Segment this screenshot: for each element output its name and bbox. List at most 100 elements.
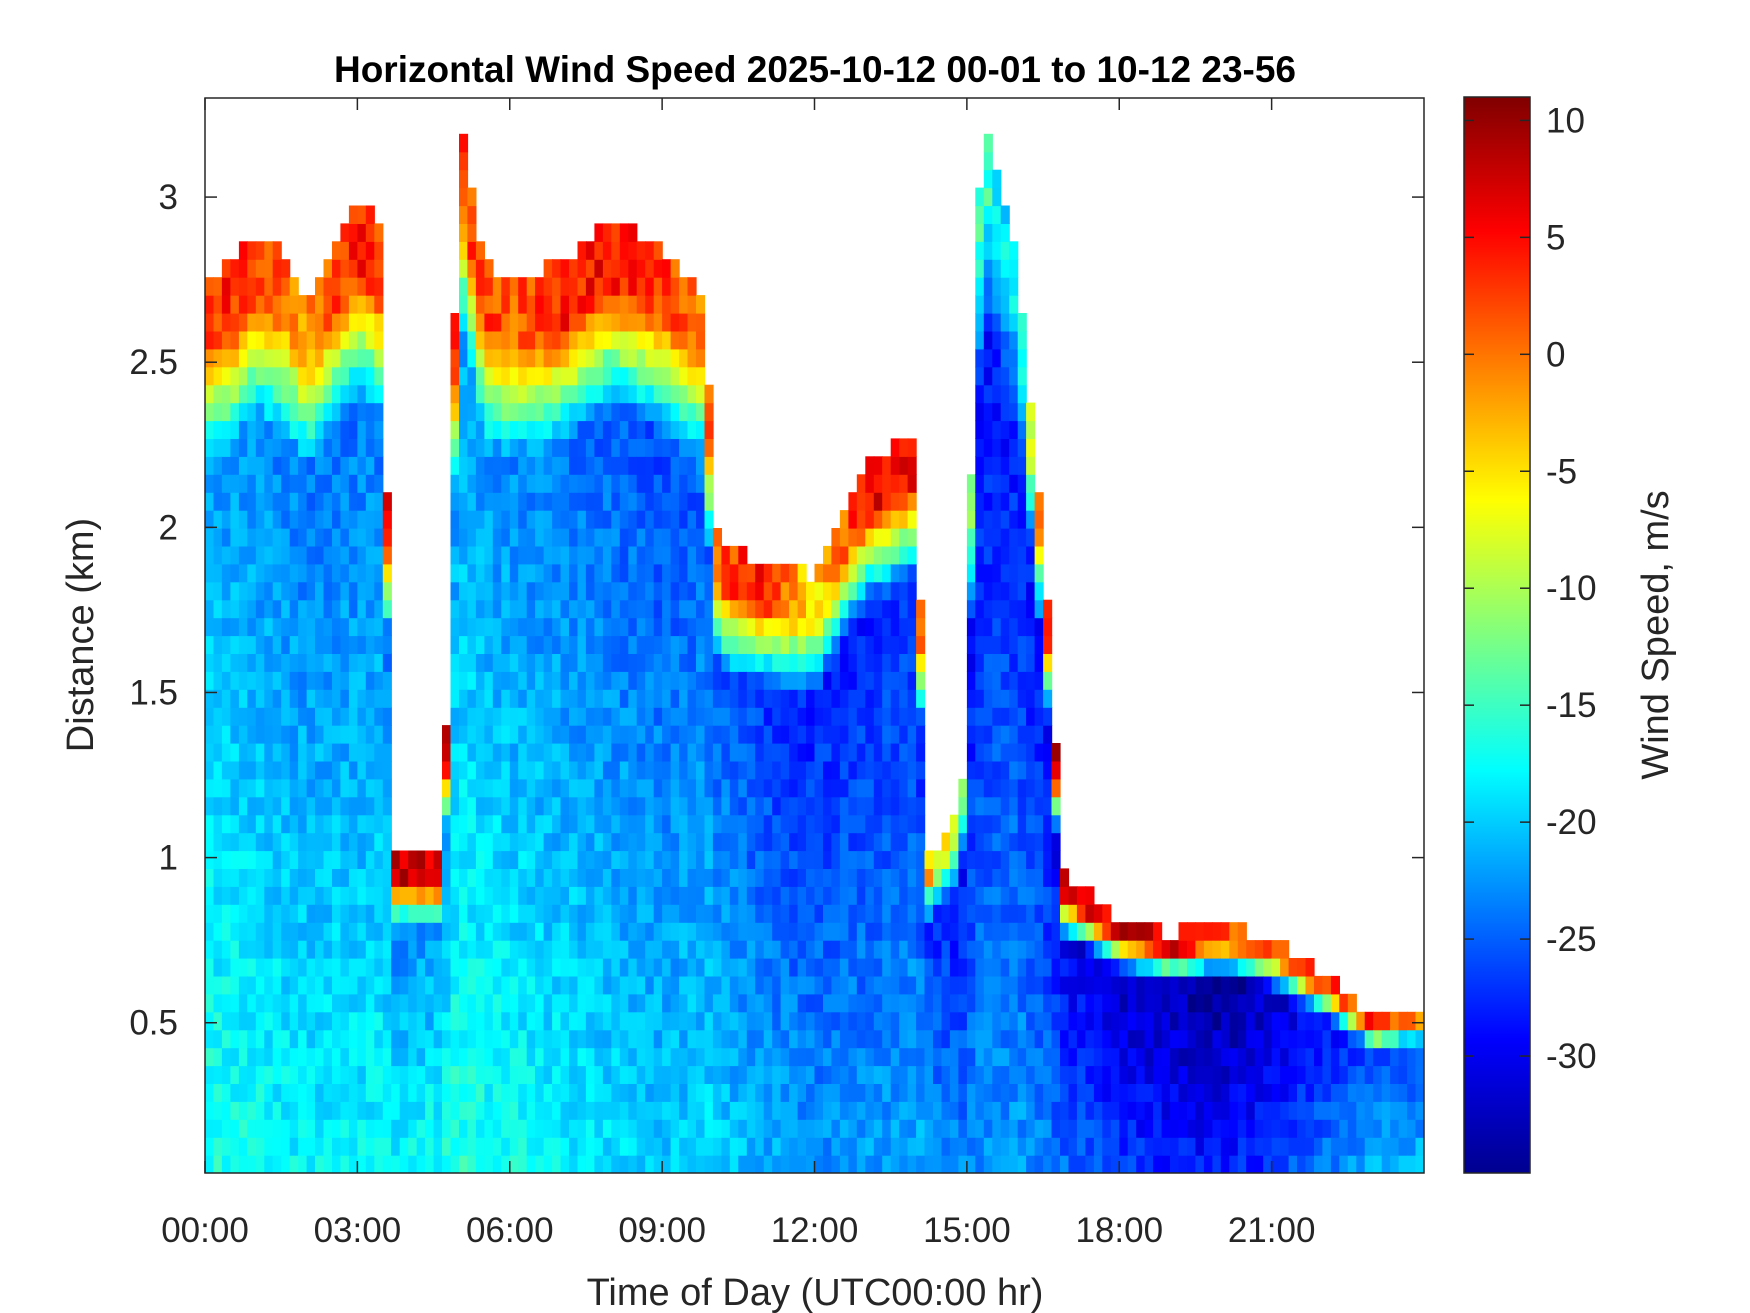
heatmap-cell [602,1101,612,1120]
heatmap-cell [696,796,706,816]
heatmap-cell [535,545,545,565]
heatmap-cell [526,313,536,332]
heatmap-cell [602,438,612,457]
heatmap-cell [1068,1101,1078,1120]
heatmap-cell [1136,1029,1146,1049]
heatmap-cell [518,420,528,439]
heatmap-cell [670,545,680,565]
heatmap-cell [1017,850,1027,869]
heatmap-cell [1076,1155,1086,1173]
heatmap-cell [585,832,595,852]
heatmap-cell [839,528,849,547]
heatmap-cell [1297,993,1307,1013]
heatmap-cell [1322,1083,1332,1102]
heatmap-cell [467,1119,477,1138]
heatmap-cell [1203,1101,1213,1120]
heatmap-cell [712,1047,722,1067]
heatmap-cell [213,850,223,869]
heatmap-cell [755,868,765,887]
heatmap-cell [687,474,697,493]
heatmap-cell [332,581,342,601]
heatmap-cell [509,277,519,296]
heatmap-cell [569,438,579,457]
heatmap-cell [569,993,579,1013]
heatmap-cell [992,474,1002,493]
heatmap-cell [509,850,519,869]
heatmap-cell [1356,1155,1366,1173]
heatmap-cell [1297,1101,1307,1120]
heatmap-cell [712,528,722,547]
heatmap-cell [560,796,570,816]
heatmap-cell [848,1119,858,1138]
heatmap-cell [933,886,943,905]
heatmap-cell [577,743,587,762]
heatmap-cell [1000,313,1010,332]
heatmap-cell [247,474,257,493]
heatmap-cell [763,850,773,869]
heatmap-cell [459,760,469,780]
heatmap-cell [746,1029,756,1049]
heatmap-cell [332,922,342,941]
heatmap-cell [323,814,333,834]
heatmap-cell [933,1119,943,1138]
heatmap-cell [1144,1083,1154,1102]
heatmap-cell [797,671,807,690]
heatmap-cell [492,1137,502,1156]
heatmap-cell [1060,1011,1070,1031]
heatmap-cell [560,940,570,959]
heatmap-cell [382,760,392,780]
heatmap-cell [814,1011,824,1031]
heatmap-cell [425,850,435,869]
heatmap-cell [1085,1065,1095,1084]
heatmap-cell [535,1011,545,1031]
heatmap-cell [450,814,460,834]
heatmap-cell [526,886,536,905]
heatmap-cell [1043,993,1053,1013]
heatmap-cell [230,868,240,887]
heatmap-cell [1009,671,1019,690]
heatmap-cell [755,850,765,869]
heatmap-cell [1051,832,1061,852]
heatmap-cell [518,1029,528,1049]
heatmap-cell [687,796,697,816]
heatmap-cell [484,1155,494,1173]
heatmap-cell [535,330,545,350]
heatmap-cell [1009,796,1019,816]
heatmap-cell [298,617,308,637]
heatmap-cell [687,653,697,672]
heatmap-cell [442,922,452,941]
heatmap-cell [1254,1119,1264,1138]
heatmap-cell [492,545,502,565]
heatmap-cell [772,743,782,762]
heatmap-cell [585,635,595,654]
heatmap-cell [552,510,562,529]
heatmap-cell [526,904,536,923]
heatmap-cell [1339,1065,1349,1084]
heatmap-cell [746,617,756,637]
heatmap-cell [1195,958,1205,977]
heatmap-cell [374,886,384,905]
heatmap-cell [958,1137,968,1156]
heatmap-cell [645,1137,655,1156]
heatmap-cell [552,671,562,690]
heatmap-cell [306,402,316,422]
heatmap-cell [653,671,663,690]
heatmap-cell [975,402,985,422]
heatmap-cell [628,492,638,511]
heatmap-cell [975,1029,985,1049]
heatmap-cell [585,1155,595,1173]
heatmap-cell [1178,1065,1188,1084]
heatmap-cell [1043,922,1053,941]
heatmap-cell [670,850,680,869]
heatmap-cell [662,958,672,977]
heatmap-cell [865,545,875,565]
heatmap-cell [247,814,257,834]
heatmap-cell [992,187,1002,207]
heatmap-cell [1246,1101,1256,1120]
heatmap-cell [535,707,545,726]
heatmap-cell [729,958,739,977]
heatmap-cell [323,599,333,619]
heatmap-cell [221,1029,231,1049]
heatmap-cell [746,1137,756,1156]
heatmap-cell [365,259,375,278]
